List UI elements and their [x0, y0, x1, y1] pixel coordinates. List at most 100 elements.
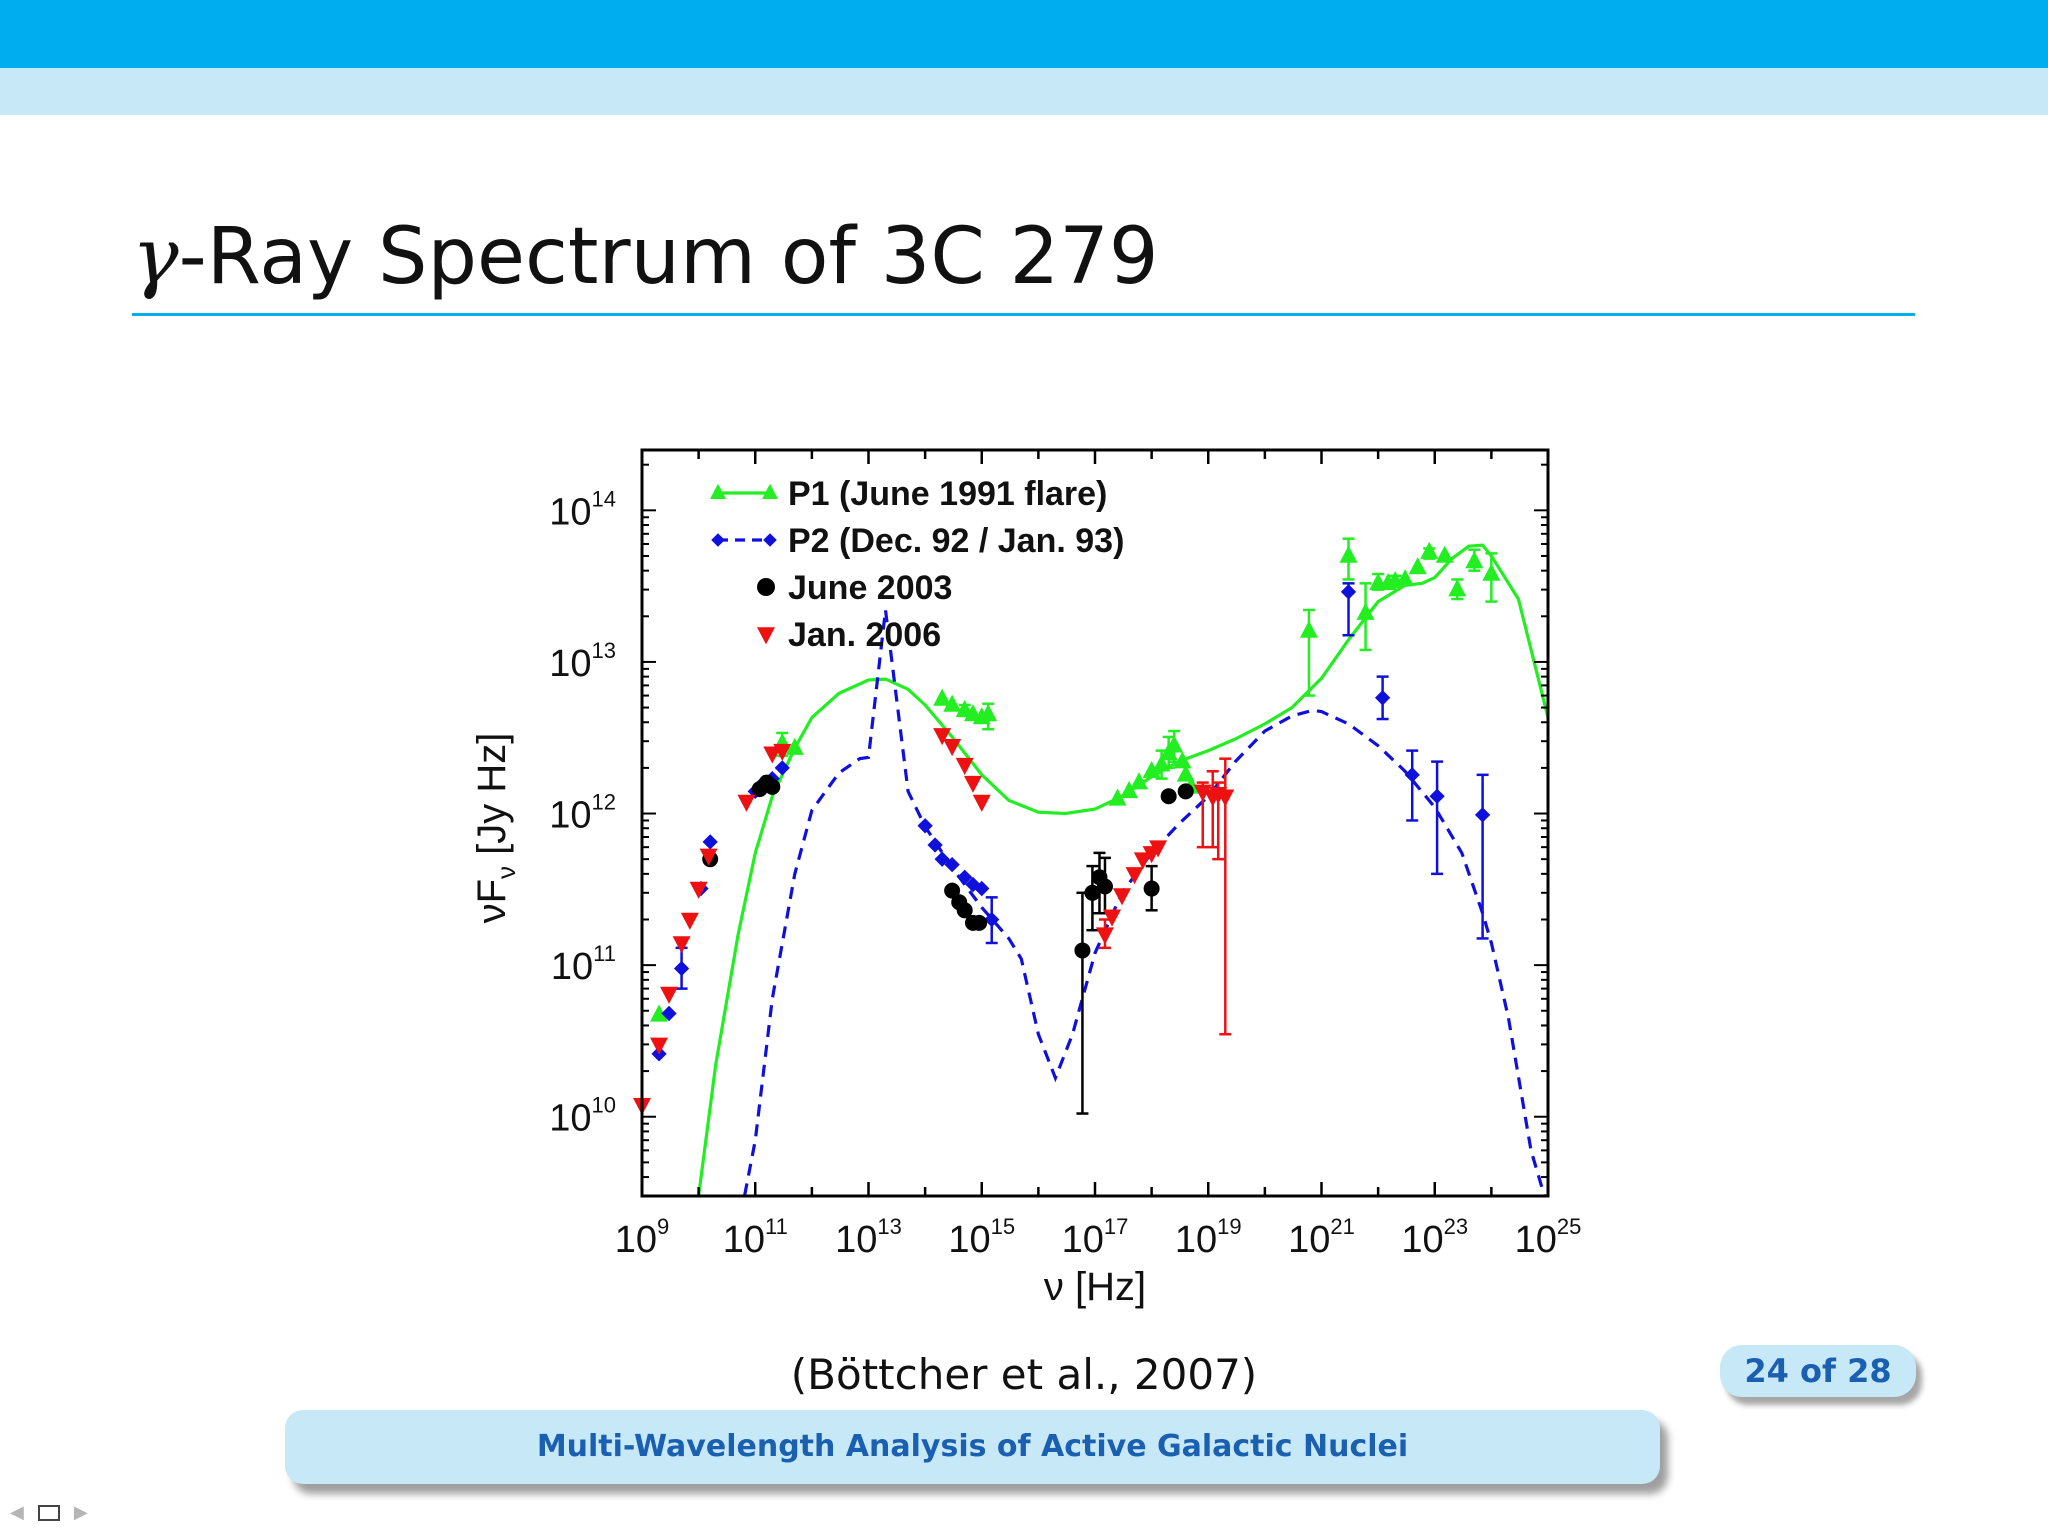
- y-tick-label: 1014: [549, 486, 616, 533]
- data-point-series-3: [956, 902, 973, 919]
- y-tick-label: 1013: [549, 638, 616, 685]
- data-point-series-3: [764, 778, 781, 795]
- x-axis-label: ν [Hz]: [1044, 1265, 1146, 1309]
- data-point-series-4: [943, 738, 962, 757]
- data-point-series-4: [763, 746, 782, 764]
- legend-label-4: Jan. 2006: [788, 616, 941, 654]
- data-point-series-2: [984, 911, 1000, 928]
- triangle-left-icon[interactable]: ◀: [10, 1502, 24, 1523]
- data-point-series-4: [737, 794, 756, 812]
- data-point-series-4: [1125, 867, 1144, 885]
- x-tick-label-base: 10: [1288, 1219, 1330, 1261]
- data-point-series-1: [1176, 764, 1195, 782]
- data-point-series-4: [955, 757, 974, 776]
- data-point-series-2: [1340, 584, 1357, 600]
- data-point-series-4: [699, 848, 718, 866]
- y-tick-label-base: 10: [549, 643, 591, 685]
- x-tick-label-exponent: 13: [877, 1214, 901, 1239]
- data-point-series-1: [933, 688, 952, 706]
- legend-marker-1: [710, 483, 726, 499]
- x-tick-label-exponent: 9: [657, 1214, 669, 1239]
- data-point-series-3: [1074, 942, 1091, 959]
- legend-label-2: P2 (Dec. 92 / Jan. 93): [788, 522, 1124, 560]
- data-point-series-1: [1396, 569, 1415, 587]
- data-point-series-2: [944, 857, 960, 873]
- x-tick-label-exponent: 21: [1330, 1214, 1354, 1239]
- data-point-series-1: [1435, 545, 1454, 563]
- data-point-series-1: [1465, 551, 1484, 569]
- data-point-series-4: [972, 794, 991, 812]
- data-point-series-4: [689, 881, 708, 899]
- legend-label-3: June 2003: [788, 569, 952, 607]
- legend-label-1: P1 (June 1991 flare): [788, 475, 1107, 513]
- x-tick-label-exponent: 19: [1217, 1214, 1241, 1239]
- y-tick-label: 1011: [551, 941, 616, 988]
- data-point-series-2: [661, 1005, 677, 1022]
- data-point-series-4: [773, 743, 792, 761]
- page-number-badge: 24 of 28: [1720, 1345, 1916, 1397]
- x-tick-label-base: 10: [835, 1219, 877, 1261]
- data-point-series-2: [702, 834, 718, 850]
- legend-marker-2: [763, 533, 777, 547]
- data-point-series-1: [785, 737, 804, 755]
- data-point-series-4: [672, 936, 691, 954]
- data-point-series-1: [1420, 541, 1439, 559]
- data-point-series-1: [1299, 620, 1318, 638]
- plot-frame: [640, 448, 1550, 1198]
- footer-title: Multi-Wavelength Analysis of Active Gala…: [285, 1410, 1660, 1484]
- data-point-series-4: [1149, 840, 1168, 858]
- data-point-series-1: [1448, 579, 1467, 597]
- y-tick-label-exponent: 14: [592, 486, 616, 511]
- y-axis-label-main: νF: [470, 879, 514, 923]
- legend-marker-1: [762, 483, 778, 499]
- data-point-series-2: [957, 869, 973, 885]
- data-point-series-1: [1173, 751, 1192, 769]
- legend-marker-3: [757, 578, 775, 596]
- data-point-series-2: [934, 851, 950, 867]
- x-tick-label-base: 10: [1062, 1219, 1104, 1261]
- data-point-series-4: [933, 728, 952, 746]
- title-underline: [132, 313, 1915, 316]
- x-tick-label-exponent: 15: [991, 1214, 1015, 1239]
- x-tick-label-base: 10: [1175, 1219, 1217, 1261]
- data-point-series-1: [979, 704, 998, 722]
- x-tick-label-exponent: 23: [1444, 1214, 1468, 1239]
- data-point-series-4: [1133, 852, 1152, 870]
- y-tick-label-exponent: 13: [592, 638, 616, 663]
- y-tick-label-exponent: 11: [593, 941, 616, 966]
- y-tick-label-base: 10: [549, 1098, 591, 1140]
- data-point-series-2: [1429, 788, 1445, 804]
- data-point-series-1: [943, 694, 962, 712]
- data-point-series-1: [1356, 602, 1375, 620]
- data-point-series-2: [774, 760, 790, 776]
- data-point-series-3: [1177, 783, 1194, 800]
- data-point-series-2: [917, 818, 933, 834]
- y-axis-label-subscript: ν: [491, 866, 521, 879]
- data-point-series-4: [650, 1037, 669, 1055]
- data-point-series-3: [971, 914, 988, 931]
- frame-icon[interactable]: [37, 1505, 60, 1521]
- data-point-series-4: [1103, 909, 1122, 927]
- data-point-series-3: [1084, 884, 1101, 901]
- legend-marker-4: [757, 627, 775, 645]
- x-tick-label: 1013: [835, 1214, 902, 1261]
- data-point-series-2: [974, 880, 990, 897]
- x-tick-label: 1015: [948, 1214, 1015, 1261]
- data-point-series-1: [1482, 563, 1501, 581]
- x-tick-label: 1017: [1062, 1214, 1129, 1261]
- x-tick-label-base: 10: [948, 1219, 990, 1261]
- x-tick-label-exponent: 25: [1557, 1214, 1581, 1239]
- x-tick-label: 1021: [1288, 1214, 1355, 1261]
- navigation-controls[interactable]: ◀ ▶: [10, 1502, 102, 1523]
- triangle-right-icon[interactable]: ▶: [73, 1502, 88, 1523]
- data-point-series-4: [660, 986, 679, 1004]
- data-point-series-2: [1474, 807, 1491, 823]
- x-tick-label-base: 10: [1515, 1219, 1557, 1261]
- data-point-series-1: [1108, 788, 1127, 806]
- slide-title: γ-Ray Spectrum of 3C 279: [132, 218, 1159, 296]
- x-tick-label: 1023: [1401, 1214, 1468, 1261]
- data-point-series-1: [1120, 781, 1139, 799]
- y-tick-label-exponent: 10: [592, 1093, 616, 1118]
- y-tick-label-exponent: 12: [592, 790, 616, 815]
